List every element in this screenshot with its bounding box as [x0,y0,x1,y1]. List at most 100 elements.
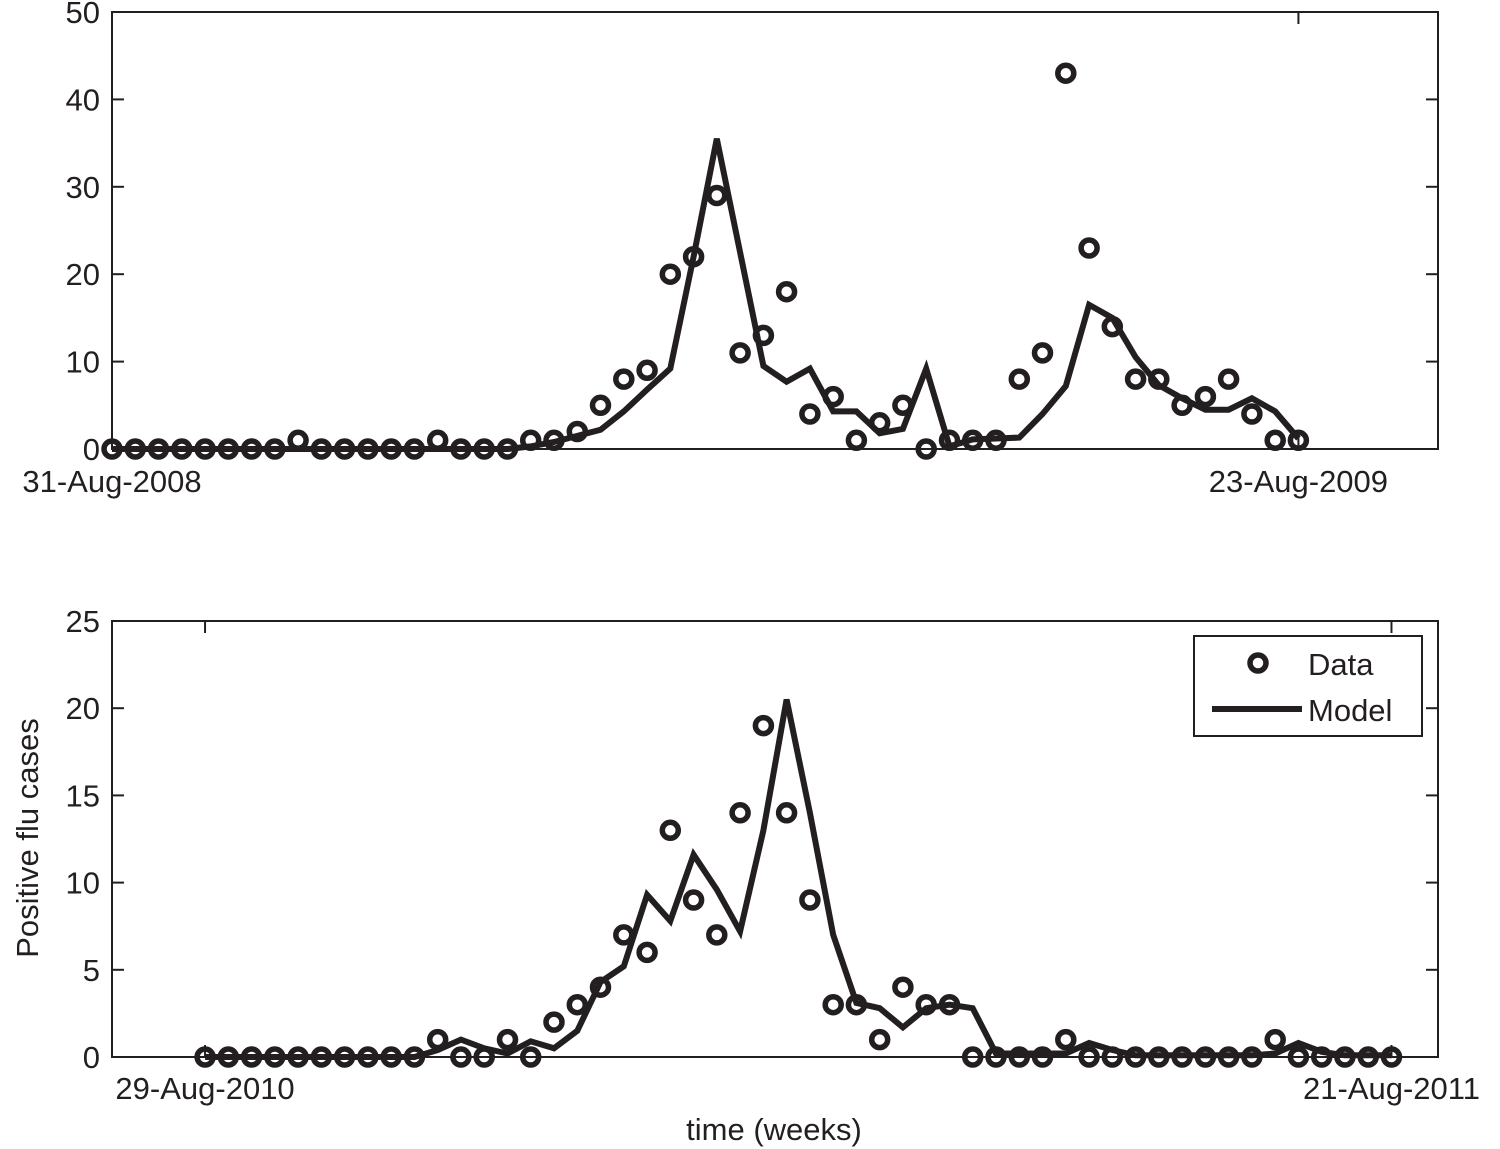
top-data-point [1101,315,1124,338]
bottom-data-point [845,993,868,1016]
top-ytick-label: 0 [83,432,100,467]
top-ytick-label: 50 [66,0,100,30]
bottom-data-point [892,976,914,998]
bottom-data-point [310,1046,333,1068]
legend: Data Model [1193,635,1423,737]
top-data-point [985,429,1007,452]
top-ticks: 0 10 20 30 40 50 31-Aug-2008 23-Aug-2009 [22,0,1438,499]
top-data-point [101,438,123,460]
bottom-series [194,698,1403,1068]
bottom-data-point [496,1028,519,1051]
bottom-data-point [938,993,961,1016]
bottom-data-point [426,1028,449,1051]
top-data-point [519,429,542,452]
bottom-panel: 0 5 10 15 20 25 29-Aug-2010 21-Aug-2011 Data Mo… [66,604,1480,1106]
top-data-point [636,359,658,382]
bottom-data-point [1148,1046,1170,1068]
top-data-point [845,429,868,452]
top-series [101,62,1310,460]
top-data-point [357,438,379,460]
top-data-point [403,438,426,460]
bottom-data-point [1357,1046,1379,1068]
x-axis-title: time (weeks) [686,1112,862,1147]
bottom-data-point [403,1046,426,1068]
bottom-data-point [1171,1046,1193,1068]
bottom-data-point [915,993,937,1016]
bottom-data-point [1031,1046,1054,1068]
top-data-point [868,412,891,434]
bottom-data-point [543,1011,565,1033]
top-data-point [310,438,333,460]
top-data-point [147,438,170,460]
bottom-data-point [1194,1046,1217,1068]
top-data-point [217,438,240,460]
bottom-data-point [333,1046,356,1068]
bottom-data-point [1101,1046,1124,1068]
top-data-point [1171,394,1193,417]
bottom-ytick-label: 15 [66,778,100,813]
bottom-ytick-label: 20 [66,691,100,726]
bottom-xtick-label: 29-Aug-2010 [115,1071,294,1106]
bottom-data-point [1287,1046,1310,1068]
bottom-data-point [1310,1046,1333,1068]
top-data-point [822,385,844,408]
legend-data-label: Data [1308,647,1374,682]
top-data-point [938,429,961,452]
bottom-data-point [613,924,635,946]
bottom-data-point [217,1046,240,1068]
top-data-point [589,394,612,417]
top-data-point [706,184,728,207]
bottom-ytick-label: 0 [83,1040,100,1075]
top-data-point [194,438,216,460]
bottom-data-point [659,819,682,842]
top-data-point [496,438,519,460]
top-data-point [450,438,472,460]
top-data-point [892,394,914,417]
bottom-data-point [868,1028,891,1051]
top-data-point [915,438,937,460]
top-data-point [1287,429,1310,452]
bottom-data-point [1241,1046,1263,1068]
top-data-point [659,263,682,285]
bottom-data-point [240,1046,263,1068]
top-data-point [566,420,589,443]
top-data-point [682,245,705,268]
bottom-data-point [1008,1046,1031,1068]
top-data-point [124,438,147,460]
bottom-data-point [1380,1046,1403,1068]
top-data-point [1194,385,1217,408]
y-axis-title: Positive flu cases [10,718,45,958]
top-data-point [1078,237,1100,259]
top-data-point [333,438,356,460]
bottom-data-point [706,924,728,946]
top-data-point [961,429,984,452]
top-plot-frame [111,11,1439,450]
bottom-data-point [985,1046,1007,1068]
legend-model-label: Model [1308,693,1392,728]
bottom-data-point [961,1046,984,1068]
bottom-data-point [519,1046,542,1068]
bottom-data-point [682,889,705,911]
bottom-ytick-label: 25 [66,604,100,639]
bottom-data-point [287,1046,309,1068]
bottom-data-point [636,941,658,964]
bottom-plot-frame [111,620,1439,1058]
legend-box [1193,635,1423,737]
bottom-data-point [1334,1046,1356,1068]
top-xtick-label: 23-Aug-2009 [1209,464,1388,499]
top-data-point [1008,368,1031,390]
bottom-data-point [566,993,589,1016]
top-data-point [729,342,751,364]
legend-data-marker [1247,652,1269,674]
bottom-data-point [1124,1046,1147,1068]
top-data-point [1264,429,1286,452]
top-panel: 0 10 20 30 40 50 31-Aug-2008 23-Aug-2009 [22,0,1439,499]
top-ytick-label: 20 [66,257,100,292]
top-data-point [171,438,193,460]
bottom-data-point [194,1046,216,1068]
bottom-data-point [1264,1028,1286,1051]
bottom-data-point [450,1046,472,1068]
top-data-point [543,429,565,452]
top-data-point [1241,403,1263,425]
